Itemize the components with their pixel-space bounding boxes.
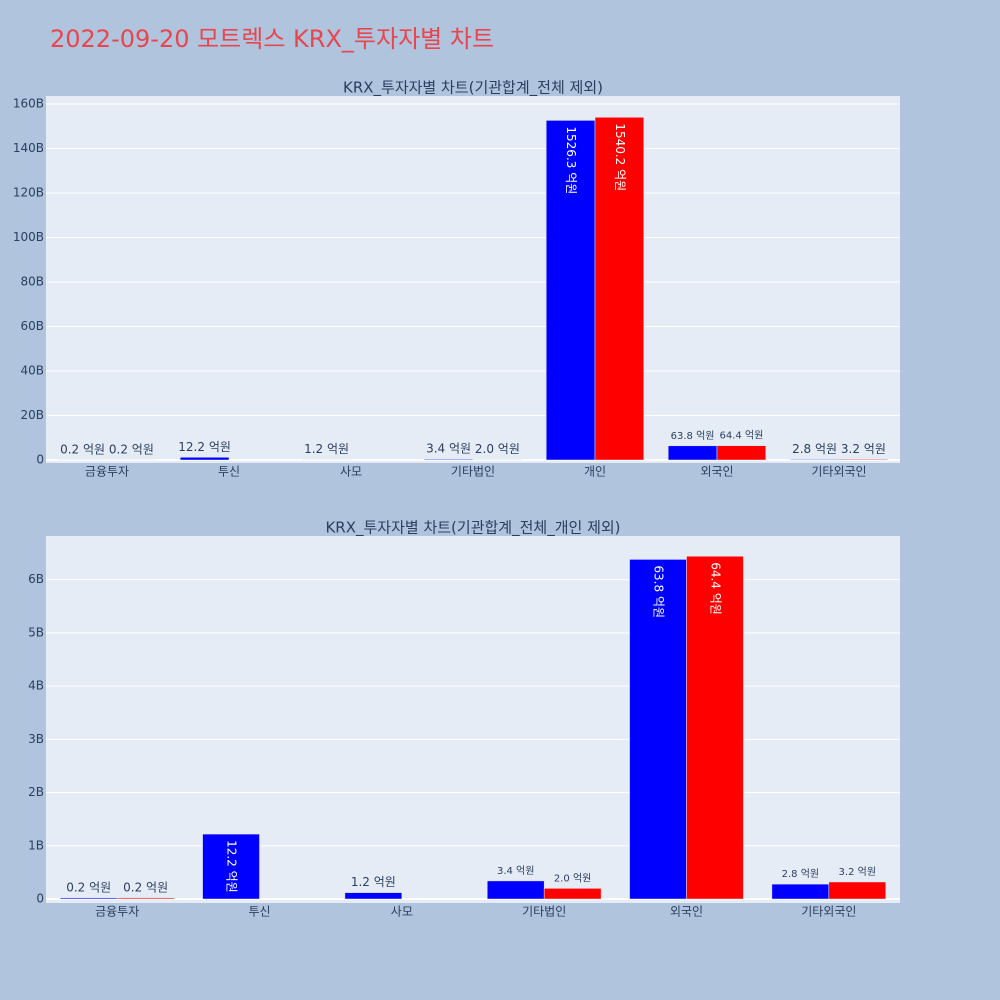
- y-tick-label: 40B: [20, 363, 44, 377]
- value-label: 3.4 억원: [426, 442, 471, 456]
- value-label: 3.2 억원: [841, 442, 886, 456]
- bar: [790, 459, 839, 460]
- x-tick-label: 기타법인: [451, 465, 495, 479]
- value-label: 2.0 억원: [475, 442, 520, 456]
- y-tick-label: 2B: [28, 785, 44, 799]
- bar: [180, 457, 229, 460]
- y-tick-label: 6B: [28, 572, 44, 586]
- x-tick-label: 개인: [584, 465, 606, 479]
- bar: [544, 888, 601, 899]
- y-tick-label: 140B: [13, 141, 44, 155]
- y-tick-label: 0: [36, 892, 44, 906]
- value-label: 2.0 억원: [554, 872, 591, 884]
- value-label: 64.4 억원: [708, 562, 722, 615]
- value-label: 0.2 억원: [60, 442, 105, 456]
- y-tick-label: 60B: [20, 319, 44, 333]
- y-tick-label: 4B: [28, 679, 44, 693]
- value-label: 12.2 억원: [225, 840, 239, 893]
- value-label: 2.8 억원: [782, 868, 819, 880]
- bar: [424, 459, 473, 460]
- chart-title: KRX_투자자별 차트(기관합계_전체 제외): [343, 79, 603, 98]
- bar: [60, 898, 117, 899]
- value-label: 3.4 억원: [497, 865, 534, 877]
- page: 2022-09-20 모트렉스 KRX_투자자별 차트 KRX_투자자별 차트(…: [0, 0, 1000, 1000]
- bar: [772, 884, 829, 899]
- y-tick-label: 160B: [13, 97, 44, 111]
- bar: [668, 446, 717, 460]
- x-tick-label: 사모: [391, 905, 413, 919]
- value-label: 64.4 억원: [719, 430, 763, 442]
- y-tick-label: 0: [36, 452, 44, 466]
- bar: [717, 446, 766, 460]
- value-label: 0.2 억원: [123, 880, 168, 894]
- value-label: 3.2 억원: [839, 866, 876, 878]
- bar: [839, 459, 888, 460]
- y-tick-label: 3B: [28, 732, 44, 746]
- x-tick-label: 외국인: [700, 465, 733, 479]
- y-tick-label: 1B: [28, 838, 44, 852]
- x-tick-label: 기타외국인: [811, 465, 866, 479]
- bar: [117, 898, 174, 899]
- chart-title: KRX_투자자별 차트(기관합계_전체_개인 제외): [325, 519, 620, 538]
- value-label: 63.8 억원: [671, 430, 715, 442]
- y-tick-label: 100B: [13, 230, 44, 244]
- x-tick-label: 기타법인: [522, 905, 566, 919]
- bar: [487, 881, 544, 899]
- value-label: 1540.2 억원: [613, 123, 627, 191]
- value-label: 2.8 억원: [792, 442, 837, 456]
- plot-area: [46, 536, 900, 903]
- value-label: 12.2 억원: [178, 440, 231, 454]
- x-tick-label: 외국인: [670, 905, 703, 919]
- plot-area: [46, 96, 900, 463]
- bar: [345, 893, 402, 899]
- y-tick-label: 120B: [13, 186, 44, 200]
- value-label: 0.2 억원: [109, 442, 154, 456]
- value-label: 1.2 억원: [304, 442, 349, 456]
- value-label: 1526.3 억원: [564, 126, 578, 194]
- y-tick-label: 5B: [28, 625, 44, 639]
- y-tick-label: 20B: [20, 408, 44, 422]
- x-tick-label: 투신: [218, 465, 240, 479]
- x-tick-label: 기타외국인: [801, 905, 856, 919]
- x-tick-label: 금융투자: [95, 905, 139, 919]
- x-tick-label: 투신: [248, 905, 270, 919]
- value-label: 63.8 억원: [652, 565, 666, 618]
- main-title: 2022-09-20 모트렉스 KRX_투자자별 차트: [50, 25, 494, 53]
- x-tick-label: 금융투자: [85, 465, 129, 479]
- value-label: 0.2 억원: [66, 880, 111, 894]
- y-tick-label: 80B: [20, 275, 44, 289]
- value-label: 1.2 억원: [351, 875, 396, 889]
- x-tick-label: 사모: [340, 465, 362, 479]
- bar: [829, 882, 886, 899]
